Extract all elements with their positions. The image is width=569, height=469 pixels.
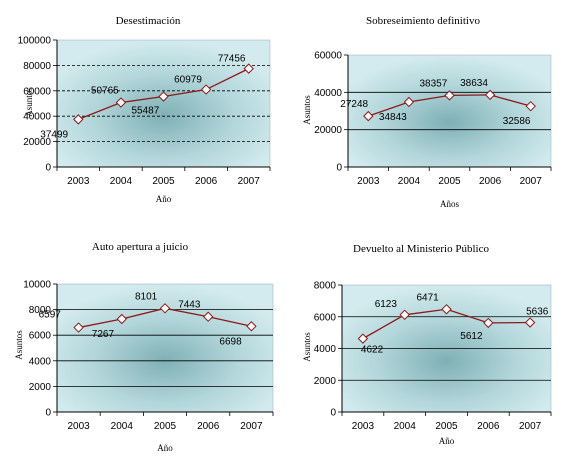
data-label: 6471: [417, 292, 440, 303]
data-label: 6597: [39, 310, 62, 321]
data-label: 6123: [375, 299, 398, 310]
data-label: 55487: [132, 106, 160, 117]
x-axis-label: Años: [440, 199, 459, 209]
data-label: 34843: [379, 112, 407, 123]
x-tick-label: 2005: [152, 176, 175, 187]
data-label: 27248: [340, 99, 368, 110]
data-point: [243, 63, 254, 74]
x-tick-label: 2007: [238, 176, 261, 187]
data-label: 77456: [218, 54, 246, 65]
y-tick-label: 20000: [314, 125, 342, 136]
data-label: 7443: [178, 300, 201, 311]
x-tick-label: 2004: [110, 176, 133, 187]
data-point: [357, 333, 369, 344]
chart-title: Devuelto al Ministerio Público: [353, 243, 489, 255]
x-axis-label: Año: [156, 194, 172, 204]
data-label: 37499: [40, 129, 68, 140]
data-point: [441, 304, 452, 315]
y-tick-label: 6000: [314, 312, 337, 323]
y-tick-label: 60000: [23, 86, 51, 97]
x-tick-label: 2005: [438, 176, 461, 187]
y-tick-label: 0: [45, 163, 51, 174]
chart-1: Desestimación 0 20000 40000 60000 80000 100000…: [18, 15, 271, 204]
x-tick-label: 2005: [435, 421, 458, 432]
data-point: [158, 91, 169, 102]
y-tick-label: 4000: [314, 344, 337, 355]
y-tick-label: 40000: [314, 88, 342, 99]
x-tick-label: 2007: [519, 421, 542, 432]
data-label: 38634: [460, 78, 488, 89]
data-label: 38357: [420, 78, 448, 89]
x-axis-label: Año: [157, 443, 173, 453]
y-tick-label: 100000: [18, 36, 52, 47]
data-label: 5636: [526, 307, 549, 318]
data-point: [363, 110, 374, 122]
x-tick-label: 2006: [197, 421, 220, 432]
data-point: [399, 309, 410, 321]
data-point: [403, 96, 415, 108]
y-tick-label: 4000: [29, 356, 52, 367]
y-tick-label: 0: [336, 163, 342, 174]
x-tick-label: 2004: [394, 421, 417, 432]
x-tick-label: 2004: [111, 421, 134, 432]
x-tick-label: 2003: [352, 421, 375, 432]
data-label: 7267: [92, 329, 115, 340]
data-point: [246, 321, 257, 332]
data-point: [200, 84, 212, 95]
chart-title: Desestimación: [116, 15, 181, 27]
y-axis-label: Asuntos: [302, 95, 312, 125]
x-axis-label: Año: [439, 436, 455, 446]
y-axis-label: Asuntos: [14, 330, 24, 360]
data-point: [73, 114, 84, 125]
y-tick-label: 6000: [29, 331, 52, 342]
y-tick-label: 40000: [23, 112, 51, 123]
y-tick-label: 2000: [314, 376, 337, 387]
data-label: 6698: [219, 336, 242, 347]
data-label: 50765: [91, 86, 119, 97]
data-point: [484, 89, 496, 101]
data-point: [444, 90, 455, 101]
y-axis-label: Asuntos: [302, 332, 312, 362]
y-tick-label: 80000: [23, 61, 51, 72]
y-tick-label: 0: [45, 408, 51, 419]
chart-3: Auto apertura a juicio 0 2000 4000 6000 8000 1…: [14, 241, 274, 453]
chart-title: Auto apertura a juicio: [92, 241, 189, 253]
data-point: [116, 313, 128, 325]
y-tick-label: 0: [330, 408, 336, 419]
y-tick-label: 8000: [314, 281, 337, 292]
y-tick-label: 10000: [23, 280, 51, 291]
data-point: [159, 303, 171, 314]
y-tick-label: 8000: [29, 305, 52, 316]
data-label: 60979: [174, 75, 202, 86]
data-label: 8101: [135, 291, 158, 302]
chart-2: Sobreseimiento definitivo 0 20000 40000 6000…: [302, 15, 552, 209]
y-tick-label: 20000: [23, 137, 51, 148]
y-axis-label: Asuntos: [24, 87, 34, 117]
data-point: [525, 100, 536, 112]
x-tick-label: 2006: [477, 421, 500, 432]
x-tick-label: 2007: [520, 176, 543, 187]
y-tick-label: 60000: [314, 51, 342, 62]
data-point: [524, 317, 536, 328]
chart-4: Devuelto al Ministerio Público 0 2000 4000 6…: [302, 243, 552, 446]
data-label: 5612: [460, 331, 483, 342]
data-point: [483, 317, 494, 329]
data-label: 4622: [361, 345, 384, 356]
chart-title: Sobreseimiento definitivo: [366, 15, 480, 27]
x-tick-label: 2007: [240, 421, 263, 432]
data-point: [73, 322, 84, 333]
x-tick-label: 2003: [67, 421, 90, 432]
x-tick-label: 2003: [357, 176, 380, 187]
data-point: [115, 97, 127, 108]
x-tick-label: 2006: [195, 176, 218, 187]
y-tick-label: 2000: [29, 382, 52, 393]
plot-area: [56, 39, 271, 168]
data-point: [202, 311, 214, 322]
x-tick-label: 2004: [398, 176, 421, 187]
data-label: 32586: [503, 116, 531, 127]
x-tick-label: 2006: [479, 176, 502, 187]
x-tick-label: 2003: [67, 176, 90, 187]
x-tick-label: 2005: [154, 421, 177, 432]
